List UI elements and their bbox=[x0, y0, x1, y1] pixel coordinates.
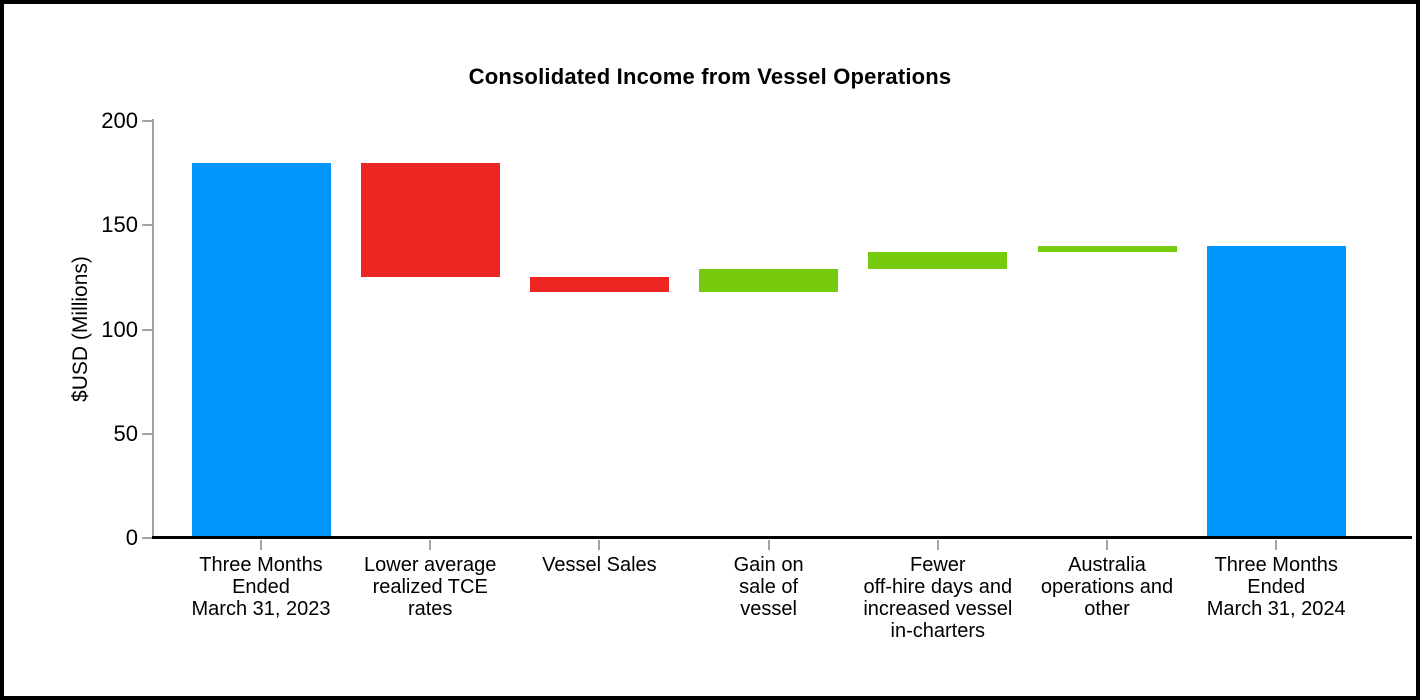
x-category-label: Australia operations and other bbox=[1040, 554, 1174, 620]
x-category-label: Three Months Ended March 31, 2024 bbox=[1206, 554, 1346, 620]
x-tick-mark bbox=[1106, 540, 1108, 550]
waterfall-bar bbox=[1037, 246, 1177, 253]
chart-title: Consolidated Income from Vessel Operatio… bbox=[468, 64, 952, 89]
waterfall-bar bbox=[868, 252, 1008, 270]
x-tick-mark bbox=[936, 540, 939, 550]
x-category-label: Three Months Ended March 31, 2023 bbox=[191, 554, 331, 620]
y-tick-label: 150 bbox=[101, 212, 138, 238]
y-tick-label: 0 bbox=[125, 525, 138, 550]
y-tick-label: 100 bbox=[101, 316, 138, 342]
y-tick-mark bbox=[142, 120, 153, 122]
y-tick-label: 200 bbox=[101, 108, 138, 133]
y-tick-mark bbox=[142, 224, 153, 227]
x-category-label: Gain on sale of vessel bbox=[733, 554, 804, 620]
x-tick-mark bbox=[260, 540, 262, 550]
waterfall-bar bbox=[191, 162, 331, 538]
x-category-label: Vessel Sales bbox=[542, 554, 657, 576]
x-axis-line bbox=[152, 536, 1412, 539]
x-tick-mark bbox=[429, 540, 432, 550]
x-tick-mark bbox=[767, 540, 770, 550]
x-category-label: Lower average realized TCE rates bbox=[364, 554, 497, 620]
x-category-label: Fewer off-hire days and increased vessel… bbox=[863, 554, 1013, 642]
y-tick-mark bbox=[142, 537, 153, 539]
x-tick-mark bbox=[1275, 540, 1278, 550]
waterfall-bar bbox=[1206, 246, 1346, 538]
waterfall-bar bbox=[529, 277, 669, 292]
waterfall-bar bbox=[699, 269, 839, 292]
waterfall-bar bbox=[360, 162, 500, 278]
x-tick-mark bbox=[598, 540, 601, 550]
y-tick-mark bbox=[142, 432, 153, 435]
y-axis-line bbox=[152, 119, 154, 538]
y-tick-mark bbox=[142, 328, 153, 331]
y-tick-label: 50 bbox=[113, 420, 138, 446]
